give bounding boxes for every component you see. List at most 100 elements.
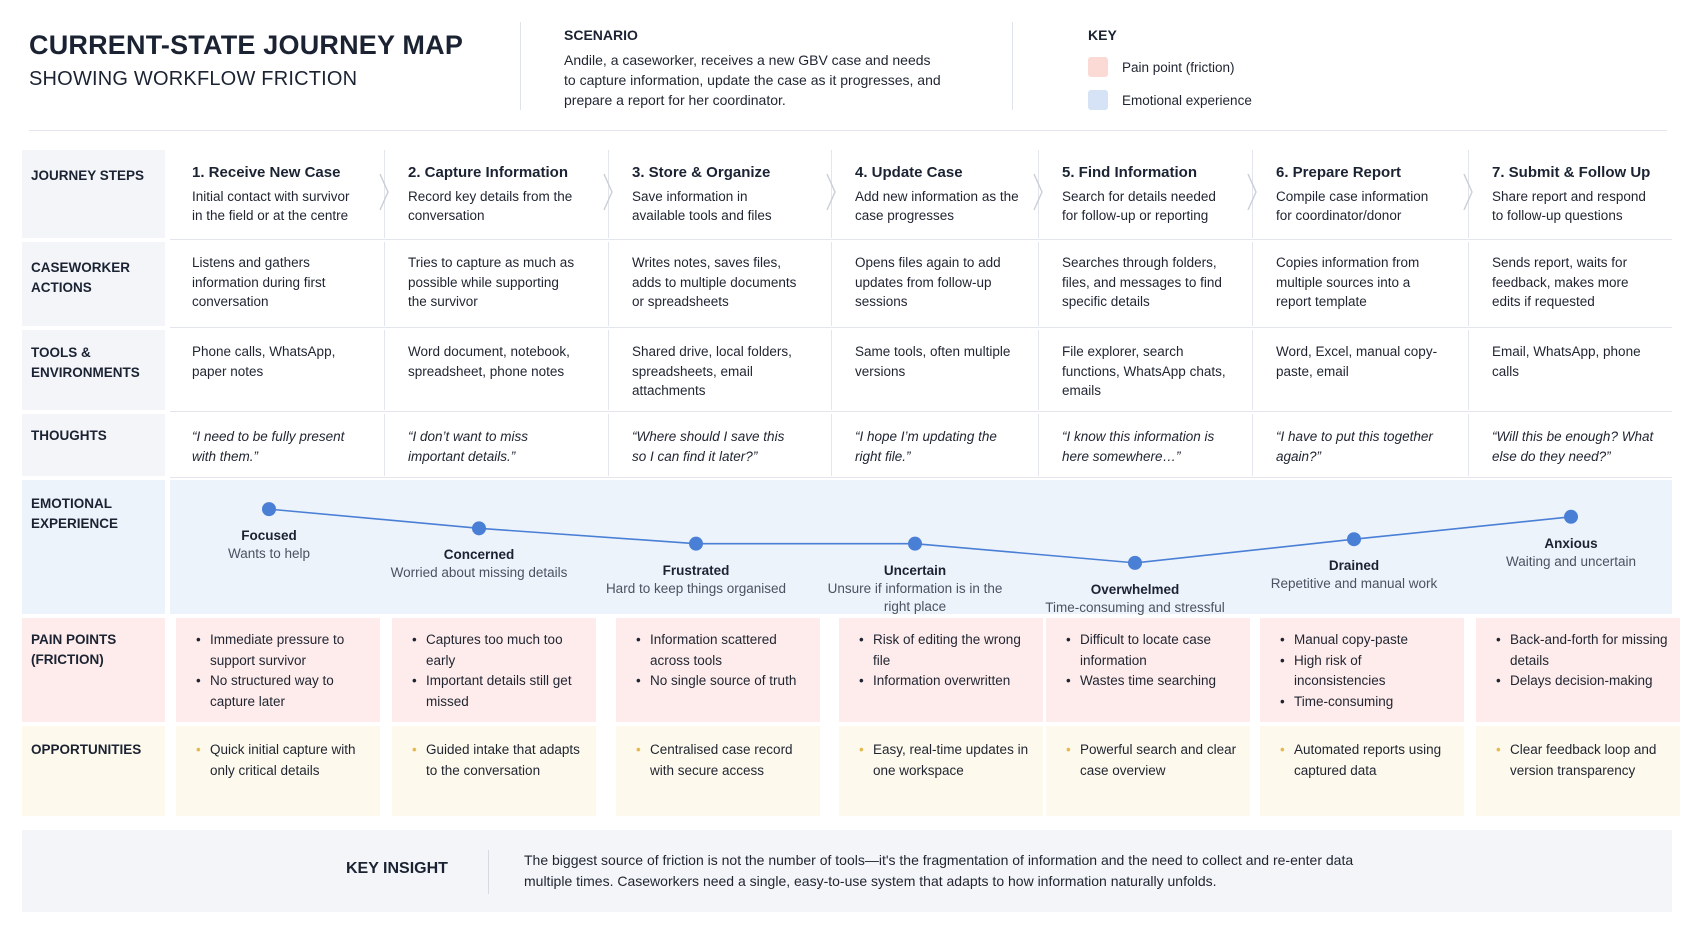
header-rule bbox=[29, 130, 1667, 131]
emotion-point bbox=[908, 536, 922, 551]
opportunity-item: Easy, real-time updates in one workspace bbox=[857, 740, 1031, 781]
tools-environment: Word document, notebook, spreadsheet, ph… bbox=[408, 344, 570, 379]
column-divider bbox=[384, 330, 385, 410]
emotion-note: Wants to help bbox=[227, 546, 311, 562]
step-title: 6. Prepare Report bbox=[1276, 164, 1402, 181]
caseworker-action: Sends report, waits for feedback, makes … bbox=[1492, 255, 1629, 309]
emotion-point bbox=[1564, 509, 1578, 524]
emotion-note: Hard to keep things organised bbox=[605, 580, 787, 596]
page-subtitle: SHOWING WORKFLOW FRICTION bbox=[29, 68, 358, 90]
step-description: Add new information as the case progress… bbox=[855, 188, 1019, 224]
row-label-thoughts: THOUGHTS bbox=[22, 414, 165, 476]
caseworker-action: Copies information from multiple sources… bbox=[1276, 255, 1420, 309]
column-divider bbox=[1038, 414, 1039, 476]
key-insight-text: The biggest source of friction is not th… bbox=[524, 852, 1354, 889]
pain-point-item: Delays decision-making bbox=[1494, 671, 1668, 692]
pain-point-item: Information scattered across tools bbox=[634, 630, 808, 671]
pain-point-card: Information scattered across toolsNo sin… bbox=[616, 618, 820, 722]
emotion-label: Concerned Worried about missing details bbox=[379, 546, 579, 582]
opportunity-card: Centralised case record with secure acce… bbox=[616, 726, 820, 816]
row-divider bbox=[170, 411, 1672, 412]
column-divider bbox=[608, 242, 609, 326]
key-heading: KEY bbox=[1088, 27, 1117, 43]
emotion-note: Waiting and uncertain bbox=[1505, 553, 1637, 569]
thought-quote: “I need to be fully present with them.” bbox=[192, 429, 345, 464]
emotion-name: Uncertain bbox=[883, 562, 947, 578]
column-divider bbox=[831, 414, 832, 476]
column-divider bbox=[1252, 330, 1253, 410]
column-divider bbox=[384, 242, 385, 326]
pain-point-item: Manual copy-paste bbox=[1278, 630, 1452, 651]
journey-step: 1. Receive New Case Initial contact with … bbox=[170, 163, 382, 226]
journey-step: 5. Find Information Search for details ne… bbox=[1040, 163, 1252, 226]
key-label: Emotional experience bbox=[1122, 92, 1252, 108]
opportunity-card: Automated reports using captured data bbox=[1260, 726, 1464, 816]
column-divider bbox=[831, 330, 832, 410]
step-title: 7. Submit & Follow Up bbox=[1492, 164, 1651, 181]
emotion-note: Time-consuming and stressful bbox=[1045, 599, 1225, 615]
caseworker-action: Writes notes, saves files, adds to multi… bbox=[632, 255, 797, 309]
row-label-opportunities: OPPORTUNITIES bbox=[22, 726, 165, 816]
emotion-name: Focused bbox=[241, 528, 297, 544]
pain-point-card: Immediate pressure to support survivorNo… bbox=[176, 618, 380, 722]
caseworker-action: Tries to capture as much as possible whi… bbox=[408, 255, 575, 309]
pain-point-item: Information overwritten bbox=[857, 671, 1031, 692]
emotion-curve bbox=[262, 502, 1578, 570]
chevron-right-icon bbox=[603, 173, 613, 211]
row-divider bbox=[170, 239, 1672, 240]
emotion-note: Unsure if information is in the right pl… bbox=[827, 580, 1003, 614]
pain-point-item: Risk of editing the wrong file bbox=[857, 630, 1031, 671]
insight-divider bbox=[488, 850, 489, 894]
emotion-label: Frustrated Hard to keep things organised bbox=[596, 562, 796, 598]
pain-point-card: Risk of editing the wrong fileInformatio… bbox=[839, 618, 1043, 722]
pain-point-item: Back-and-forth for missing details bbox=[1494, 630, 1668, 671]
caseworker-action: Searches through folders, files, and mes… bbox=[1062, 255, 1222, 309]
pain-point-card: Back-and-forth for missing detailsDelays… bbox=[1476, 618, 1680, 722]
key-insight-panel: KEY INSIGHT The biggest source of fricti… bbox=[22, 830, 1672, 912]
opportunity-item: Quick initial capture with only critical… bbox=[194, 740, 368, 781]
emotion-label: Focused Wants to help bbox=[169, 527, 369, 563]
emotion-point bbox=[262, 502, 276, 517]
tools-environment: Word, Excel, manual copy-paste, email bbox=[1276, 344, 1438, 379]
step-title: 3. Store & Organize bbox=[632, 164, 771, 181]
row-divider bbox=[170, 477, 1672, 478]
step-description: Initial contact with survivor in the fie… bbox=[192, 188, 350, 224]
pain-point-item: Important details still get missed bbox=[410, 671, 584, 712]
pain-point-item: High risk of inconsistencies bbox=[1278, 651, 1452, 692]
row-label-tools: TOOLS & ENVIRONMENTS bbox=[22, 330, 165, 410]
key-insight-heading: KEY INSIGHT bbox=[346, 860, 448, 877]
journey-step: 3. Store & Organize Save information in a… bbox=[610, 163, 822, 226]
column-divider bbox=[608, 330, 609, 410]
pain-point-item: Wastes time searching bbox=[1064, 671, 1238, 692]
pain-point-item: Difficult to locate case information bbox=[1064, 630, 1238, 671]
column-divider bbox=[1468, 242, 1469, 326]
pain-swatch-icon bbox=[1088, 57, 1108, 77]
caseworker-action: Opens files again to add updates from fo… bbox=[855, 255, 1001, 309]
step-description: Search for details needed for follow-up … bbox=[1062, 188, 1216, 224]
tools-environment: Email, WhatsApp, phone calls bbox=[1492, 344, 1641, 379]
column-divider bbox=[1038, 242, 1039, 326]
column-divider bbox=[1468, 330, 1469, 410]
pain-point-card: Manual copy-pasteHigh risk of inconsiste… bbox=[1260, 618, 1464, 722]
key-label: Pain point (friction) bbox=[1122, 59, 1235, 75]
column-divider bbox=[608, 414, 609, 476]
tools-environment: Same tools, often multiple versions bbox=[855, 344, 1011, 379]
step-description: Share report and respond to follow-up qu… bbox=[1492, 188, 1646, 224]
chevron-right-icon bbox=[1033, 173, 1043, 211]
pain-point-item: No structured way to capture later bbox=[194, 671, 368, 712]
opportunity-card: Easy, real-time updates in one workspace bbox=[839, 726, 1043, 816]
emotion-point bbox=[472, 521, 486, 536]
emotion-label: Drained Repetitive and manual work bbox=[1254, 557, 1454, 593]
opportunity-item: Centralised case record with secure acce… bbox=[634, 740, 808, 781]
tools-environment: Shared drive, local folders, spreadsheet… bbox=[632, 344, 792, 398]
journey-step: 7. Submit & Follow Up Share report and re… bbox=[1470, 163, 1682, 226]
emotion-label: Anxious Waiting and uncertain bbox=[1471, 535, 1671, 571]
pain-point-item: Captures too much too early bbox=[410, 630, 584, 671]
pain-point-item: No single source of truth bbox=[634, 671, 808, 692]
emotion-label: Overwhelmed Time-consuming and stressful bbox=[1035, 581, 1235, 617]
key-pain-point: Pain point (friction) bbox=[1088, 57, 1235, 77]
column-divider bbox=[1252, 242, 1253, 326]
pain-point-item: Time-consuming bbox=[1278, 692, 1452, 713]
tools-environment: Phone calls, WhatsApp, paper notes bbox=[192, 344, 336, 379]
step-title: 5. Find Information bbox=[1062, 164, 1197, 181]
